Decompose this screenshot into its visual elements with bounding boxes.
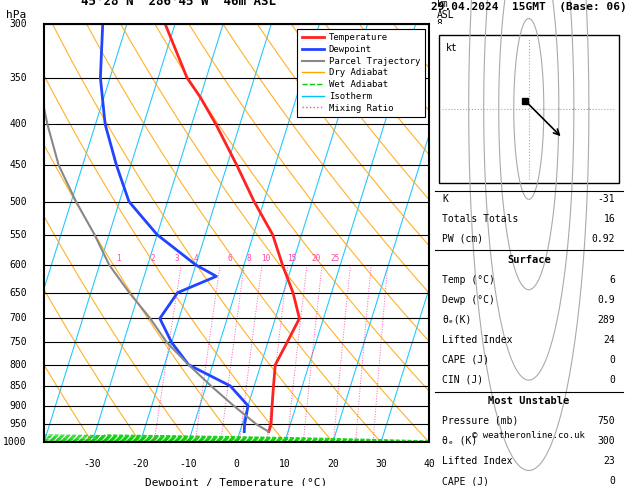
- Text: Mixing Ratio (g/kg): Mixing Ratio (g/kg): [483, 240, 493, 352]
- Text: 29.04.2024  15GMT  (Base: 06): 29.04.2024 15GMT (Base: 06): [431, 2, 626, 12]
- Text: hPa: hPa: [6, 10, 26, 20]
- Text: 289: 289: [598, 315, 615, 325]
- Text: θₑ(K): θₑ(K): [442, 315, 472, 325]
- Text: 15: 15: [287, 254, 297, 263]
- Text: 600: 600: [9, 260, 26, 270]
- Text: Lifted Index: Lifted Index: [442, 335, 513, 345]
- Text: 4: 4: [194, 254, 198, 263]
- Text: 6: 6: [227, 254, 232, 263]
- Text: 45°28'N  286°45'W  46m ASL: 45°28'N 286°45'W 46m ASL: [81, 0, 276, 8]
- Text: Totals Totals: Totals Totals: [442, 214, 519, 224]
- Text: 2: 2: [437, 360, 443, 370]
- Text: 400: 400: [9, 119, 26, 129]
- Text: © weatheronline.co.uk: © weatheronline.co.uk: [472, 431, 585, 440]
- Text: 24: 24: [603, 335, 615, 345]
- Text: Dewp (°C): Dewp (°C): [442, 295, 495, 305]
- Text: 6: 6: [610, 275, 615, 285]
- Text: 450: 450: [9, 160, 26, 170]
- Text: 16: 16: [603, 214, 615, 224]
- Text: 5: 5: [437, 260, 443, 270]
- Text: -20: -20: [131, 459, 149, 469]
- Text: 30: 30: [375, 459, 387, 469]
- Text: 2: 2: [150, 254, 155, 263]
- Text: 1: 1: [437, 400, 443, 411]
- Text: km
ASL: km ASL: [437, 0, 455, 20]
- Text: Surface: Surface: [507, 255, 550, 264]
- Text: Temp (°C): Temp (°C): [442, 275, 495, 285]
- Text: 10: 10: [279, 459, 291, 469]
- Text: θₑ (K): θₑ (K): [442, 436, 477, 446]
- Text: 25: 25: [331, 254, 340, 263]
- Text: 3: 3: [437, 313, 443, 324]
- Text: Dewpoint / Temperature (°C): Dewpoint / Temperature (°C): [145, 478, 328, 486]
- Text: 950: 950: [9, 419, 26, 430]
- Text: 1: 1: [116, 254, 121, 263]
- Text: Most Unstable: Most Unstable: [488, 396, 569, 406]
- Text: 800: 800: [9, 360, 26, 370]
- Legend: Temperature, Dewpoint, Parcel Trajectory, Dry Adiabat, Wet Adiabat, Isotherm, Mi: Temperature, Dewpoint, Parcel Trajectory…: [297, 29, 425, 117]
- Text: -10: -10: [180, 459, 198, 469]
- Text: 6: 6: [437, 197, 443, 207]
- Text: 750: 750: [598, 416, 615, 426]
- Text: 300: 300: [9, 19, 26, 29]
- Text: 0.9: 0.9: [598, 295, 615, 305]
- Text: 850: 850: [9, 381, 26, 391]
- Text: 20: 20: [327, 459, 339, 469]
- Text: 750: 750: [9, 337, 26, 347]
- Text: 900: 900: [9, 400, 26, 411]
- Text: 40: 40: [423, 459, 435, 469]
- Text: 0: 0: [610, 355, 615, 365]
- Text: 0: 0: [610, 375, 615, 385]
- Text: CAPE (J): CAPE (J): [442, 355, 489, 365]
- Text: Lifted Index: Lifted Index: [442, 456, 513, 466]
- Text: 23: 23: [603, 456, 615, 466]
- Text: 700: 700: [9, 313, 26, 324]
- Text: 350: 350: [9, 73, 26, 83]
- Bar: [438, 35, 619, 183]
- Text: 500: 500: [9, 197, 26, 207]
- Text: 3: 3: [174, 254, 179, 263]
- Text: LCL: LCL: [437, 419, 455, 430]
- Text: Pressure (mb): Pressure (mb): [442, 416, 519, 426]
- Text: 0.92: 0.92: [592, 234, 615, 243]
- Text: CIN (J): CIN (J): [442, 375, 484, 385]
- Text: K: K: [442, 193, 448, 204]
- Text: 550: 550: [9, 230, 26, 240]
- Text: 10: 10: [261, 254, 270, 263]
- Text: 650: 650: [9, 288, 26, 298]
- Text: -31: -31: [598, 193, 615, 204]
- Text: 8: 8: [437, 19, 443, 29]
- Text: 0: 0: [233, 459, 240, 469]
- Text: -30: -30: [84, 459, 101, 469]
- Text: PW (cm): PW (cm): [442, 234, 484, 243]
- Text: CAPE (J): CAPE (J): [442, 476, 489, 486]
- Text: 300: 300: [598, 436, 615, 446]
- Text: 20: 20: [311, 254, 321, 263]
- Text: 8: 8: [247, 254, 251, 263]
- Text: 0: 0: [610, 476, 615, 486]
- Text: 1000: 1000: [3, 437, 26, 447]
- Text: 7: 7: [437, 119, 443, 129]
- Text: kt: kt: [446, 43, 458, 53]
